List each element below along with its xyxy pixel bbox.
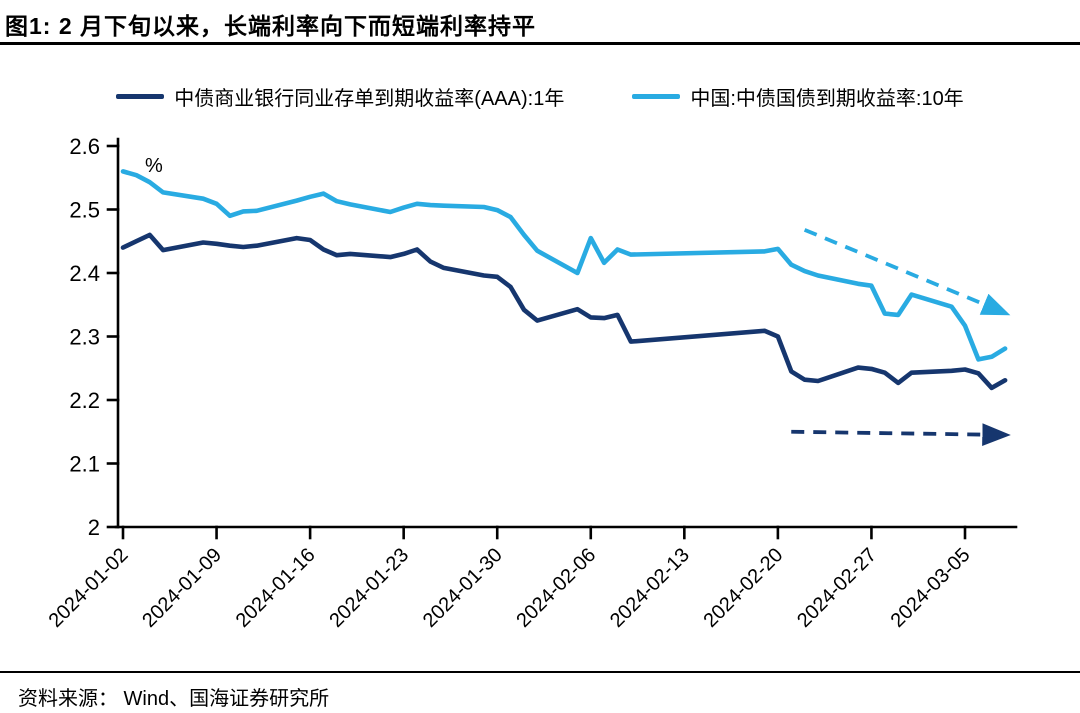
legend-line-swatch-cyan bbox=[632, 94, 681, 99]
x-tick-label: 2024-01-30 bbox=[419, 544, 507, 632]
x-tick-label: 2024-01-16 bbox=[232, 544, 320, 632]
legend-label-ncd-1y: 中债商业银行同业存单到期收益率(AAA):1年 bbox=[174, 88, 565, 110]
y-tick-label: 2 bbox=[88, 515, 100, 540]
legend-line-swatch-navy bbox=[116, 94, 165, 99]
short-end-flat-trend-arrow bbox=[791, 423, 1011, 446]
y-axis-unit-label: % bbox=[145, 155, 163, 177]
y-tick-label: 2.5 bbox=[69, 198, 100, 223]
x-tick-labels: 2024-01-02 2024-01-09 2024-01-16 2024-01-23… bbox=[45, 544, 975, 632]
axes bbox=[106, 137, 1018, 540]
source-rule bbox=[0, 671, 1080, 673]
x-tick-label: 2024-02-20 bbox=[700, 544, 788, 632]
long-end-down-trend-arrow bbox=[803, 228, 1011, 316]
series-line-0 bbox=[120, 232, 1008, 391]
legend-item-ncd-1y: 中债商业银行同业存单到期收益率(AAA):1年 bbox=[116, 82, 564, 111]
legend-item-cgb-10y: 中国:中债国债到期收益率:10年 bbox=[632, 82, 964, 111]
x-tick-label: 2024-01-23 bbox=[325, 544, 413, 632]
x-tick-label: 2024-02-27 bbox=[793, 544, 881, 632]
legend-label-cgb-10y: 中国:中债国债到期收益率:10年 bbox=[690, 88, 964, 110]
y-tick-label: 2.6 bbox=[69, 134, 100, 159]
x-tick-label: 2024-02-13 bbox=[606, 544, 694, 632]
chart-legend: 中债商业银行同业存单到期收益率(AAA):1年 中国:中债国债到期收益率:10年 bbox=[0, 82, 1080, 111]
series-line-1 bbox=[120, 169, 1008, 362]
figure-title: 图1: 2 月下旬以来，长端利率向下而短端利率持平 bbox=[5, 13, 537, 39]
x-tick-label: 2024-01-09 bbox=[138, 544, 226, 632]
y-tick-label: 2.1 bbox=[69, 452, 100, 477]
x-tick-label: 2024-02-06 bbox=[512, 544, 600, 632]
y-tick-label: 2.4 bbox=[69, 261, 100, 286]
x-tick-label: 2024-03-05 bbox=[887, 544, 975, 632]
y-tick-label: 2.3 bbox=[69, 325, 100, 350]
y-tick-labels: 2 2.1 2.2 2.3 2.4 2.5 2.6 bbox=[69, 134, 100, 540]
source-note: 资料来源： Wind、国海证券研究所 bbox=[18, 688, 330, 710]
title-rule bbox=[0, 42, 1080, 45]
x-tick-label: 2024-01-02 bbox=[45, 544, 133, 632]
y-tick-label: 2.2 bbox=[69, 388, 100, 413]
